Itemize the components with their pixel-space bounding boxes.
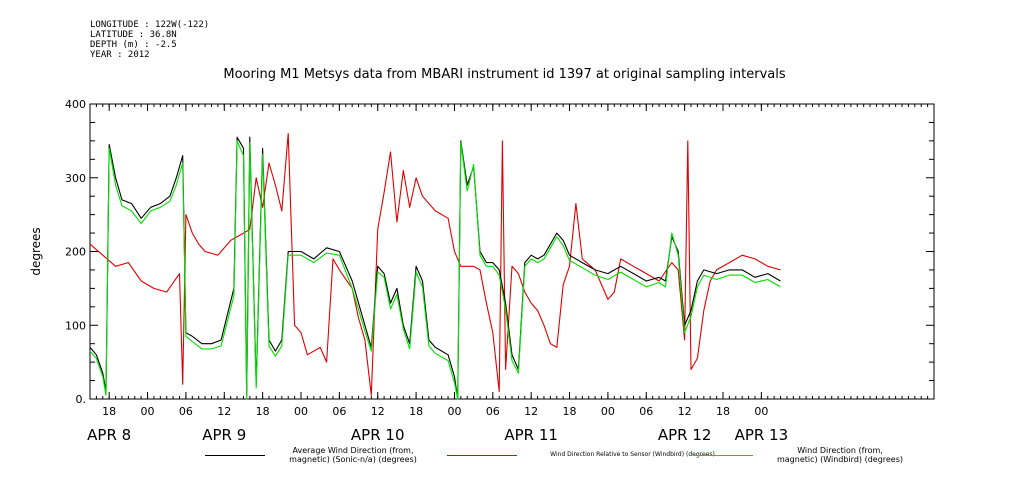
chart-title: Mooring M1 Metsys data from MBARI instru… bbox=[223, 67, 786, 82]
x-tick-label: 12 bbox=[371, 405, 385, 418]
x-tick-label: 06 bbox=[486, 405, 500, 418]
legend-line-average-wind bbox=[205, 455, 265, 456]
series-line-average-wind bbox=[89, 136, 781, 400]
x-date-label: APR 10 bbox=[351, 426, 405, 444]
year-label: YEAR : 2012 bbox=[90, 50, 150, 60]
x-tick-label: 00 bbox=[754, 405, 768, 418]
x-tick-label: 06 bbox=[179, 405, 193, 418]
x-tick-label: 00 bbox=[601, 405, 615, 418]
x-tick-label: 18 bbox=[256, 405, 270, 418]
y-tick-label: 0. bbox=[76, 393, 87, 406]
legend-line-relative-wind bbox=[447, 455, 517, 456]
x-tick-label: 12 bbox=[524, 405, 538, 418]
metadata-block: LONGITUDE : 122W(-122) LATITUDE : 36.8N … bbox=[90, 20, 209, 60]
x-tick-label: 12 bbox=[217, 405, 231, 418]
x-tick-label: 06 bbox=[639, 405, 653, 418]
longitude-label: LONGITUDE : 122W(-122) bbox=[90, 20, 210, 30]
x-date-label: APR 8 bbox=[87, 426, 131, 444]
series-line-windbird bbox=[89, 140, 781, 400]
x-tick-label: 18 bbox=[409, 405, 423, 418]
x-tick-label: 06 bbox=[332, 405, 346, 418]
latitude-label: LATITUDE : 36.8N bbox=[90, 30, 177, 40]
x-date-label: APR 11 bbox=[504, 426, 558, 444]
y-tick-label: 300 bbox=[65, 172, 86, 185]
x-tick-label: 18 bbox=[563, 405, 577, 418]
legend-line-windbird bbox=[693, 455, 753, 456]
x-tick-label: 12 bbox=[678, 405, 692, 418]
x-tick-label: 18 bbox=[102, 405, 116, 418]
depth-label: DEPTH (m) : -2.5 bbox=[90, 40, 177, 50]
x-date-label: APR 12 bbox=[658, 426, 712, 444]
series-line-relative-wind bbox=[89, 132, 781, 396]
x-date-label: APR 13 bbox=[735, 426, 789, 444]
x-tick-label: 00 bbox=[294, 405, 308, 418]
y-axis-label: degrees bbox=[29, 227, 43, 275]
y-tick-label: 100 bbox=[65, 319, 86, 332]
y-tick-label: 400 bbox=[65, 98, 86, 111]
x-date-label: APR 9 bbox=[202, 426, 246, 444]
x-tick-label: 00 bbox=[141, 405, 155, 418]
x-tick-label: 18 bbox=[716, 405, 730, 418]
legend-label-average-wind: Average Wind Direction (from, magnetic) … bbox=[289, 446, 417, 464]
x-tick-label: 00 bbox=[447, 405, 461, 418]
legend-label-relative-wind: Wind Direction Relative to Sensor (Windb… bbox=[550, 451, 715, 458]
y-tick-label: 200 bbox=[65, 246, 86, 259]
legend-label-windbird: Wind Direction (from, magnetic) (Windbir… bbox=[776, 446, 904, 464]
